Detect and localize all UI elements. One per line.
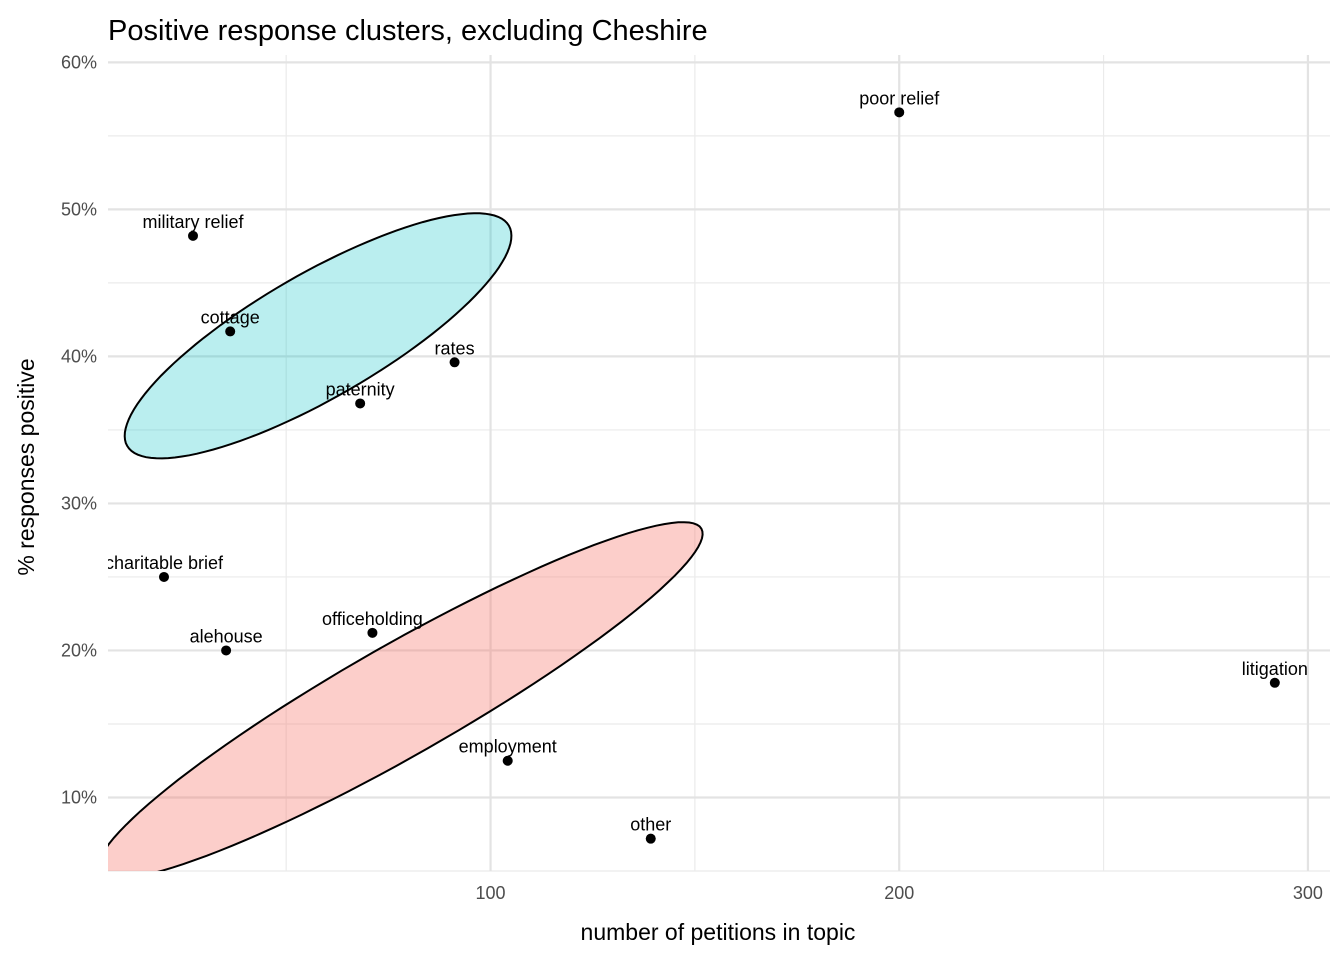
data-point bbox=[355, 398, 366, 409]
x-tick-labels: 100 200 300 bbox=[476, 883, 1323, 903]
y-tick-label: 10% bbox=[61, 787, 97, 807]
y-tick-label: 50% bbox=[61, 199, 97, 219]
y-tick-labels: 10% 20% 30% 40% 50% 60% bbox=[61, 52, 97, 807]
y-tick-label: 40% bbox=[61, 346, 97, 366]
data-point bbox=[502, 755, 513, 766]
point-label: cottage bbox=[201, 307, 260, 327]
point-label: poor relief bbox=[859, 88, 940, 108]
points: poor relief military relief cottage rates pa… bbox=[105, 88, 1308, 844]
cluster-ellipse-high bbox=[123, 212, 513, 460]
point-label: officeholding bbox=[322, 609, 423, 629]
data-point bbox=[188, 230, 199, 241]
y-axis-label: % responses positive bbox=[13, 358, 39, 575]
data-point bbox=[367, 627, 378, 638]
chart-title: Positive response clusters, excluding Ch… bbox=[108, 15, 708, 47]
data-point bbox=[225, 326, 236, 337]
data-point bbox=[221, 645, 232, 656]
ellipses bbox=[108, 212, 704, 871]
data-point bbox=[158, 571, 169, 582]
y-tick-label: 60% bbox=[61, 52, 97, 72]
data-point bbox=[894, 107, 905, 118]
x-tick-label: 200 bbox=[884, 883, 914, 903]
x-tick-label: 300 bbox=[1293, 883, 1323, 903]
grid bbox=[108, 55, 1330, 872]
point-label: paternity bbox=[326, 379, 395, 399]
y-tick-label: 30% bbox=[61, 493, 97, 513]
point-label: other bbox=[630, 815, 671, 835]
point-label: rates bbox=[435, 338, 475, 358]
point-label: charitable brief bbox=[105, 553, 224, 573]
point-label: military relief bbox=[143, 212, 245, 232]
y-tick-label: 20% bbox=[61, 640, 97, 660]
point-label: employment bbox=[459, 737, 557, 757]
data-point bbox=[449, 357, 460, 368]
data-point bbox=[645, 833, 656, 844]
x-tick-label: 100 bbox=[476, 883, 506, 903]
x-axis-label: number of petitions in topic bbox=[581, 919, 856, 945]
point-label: litigation bbox=[1242, 659, 1308, 679]
point-label: alehouse bbox=[190, 626, 263, 646]
cluster-ellipse-low bbox=[108, 521, 704, 871]
data-point bbox=[1269, 677, 1280, 688]
